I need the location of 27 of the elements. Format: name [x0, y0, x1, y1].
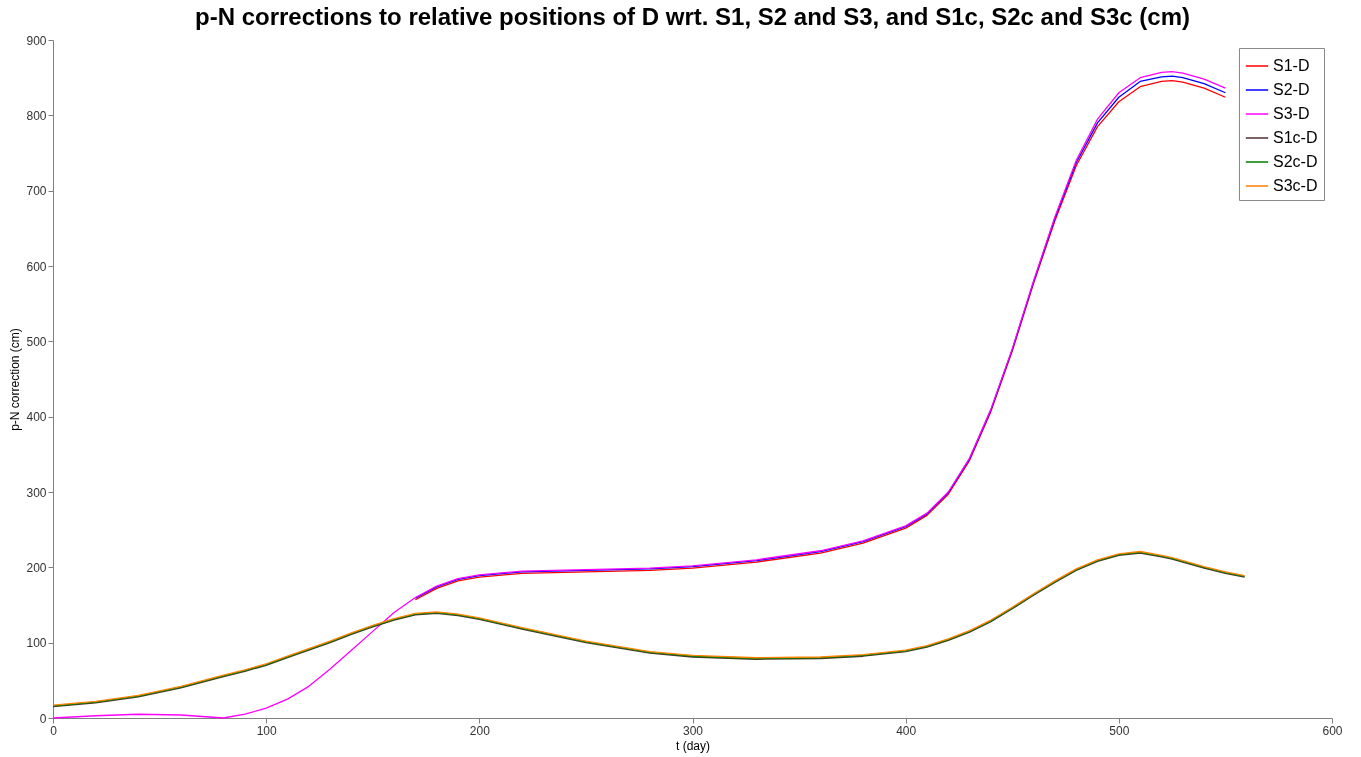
- legend-label: S1c-D: [1273, 129, 1318, 146]
- x-tick-label: 100: [256, 723, 277, 738]
- chart-title: p-N corrections to relative positions of D wrt. S1, S2 and S3, and S1c, S2c and S3c (cm): [195, 3, 1190, 30]
- y-tick-label: 700: [26, 184, 47, 199]
- x-tick-label: 500: [1109, 723, 1130, 738]
- y-tick-label: 600: [26, 259, 47, 274]
- x-axis-title: t (day): [675, 738, 711, 753]
- x-tick-label: 600: [1322, 723, 1343, 738]
- x-tick-label: 400: [896, 723, 917, 738]
- line-series: [52, 70, 1227, 719]
- y-axis-title: p-N correction (cm): [8, 328, 23, 431]
- y-tick-label: 400: [26, 410, 47, 425]
- x-tick-label: 200: [469, 723, 491, 738]
- y-tick-label: 100: [26, 636, 47, 651]
- y-tick-label: 300: [26, 485, 47, 500]
- x-tick-label: 0: [50, 723, 58, 738]
- y-tick-label: 0: [39, 711, 47, 726]
- y-tick-label: 900: [26, 33, 47, 48]
- legend-label: S1-D: [1273, 57, 1310, 74]
- y-tick-label: 500: [26, 334, 47, 349]
- legend-label: S2-D: [1273, 81, 1310, 98]
- legend-label: S3c-D: [1273, 177, 1318, 194]
- legend-label: S2c-D: [1273, 153, 1318, 170]
- legend-label: S3-D: [1273, 105, 1310, 122]
- x-tick-label: 300: [682, 723, 704, 738]
- y-tick-label: 800: [26, 108, 47, 123]
- y-tick-label: 200: [26, 560, 47, 575]
